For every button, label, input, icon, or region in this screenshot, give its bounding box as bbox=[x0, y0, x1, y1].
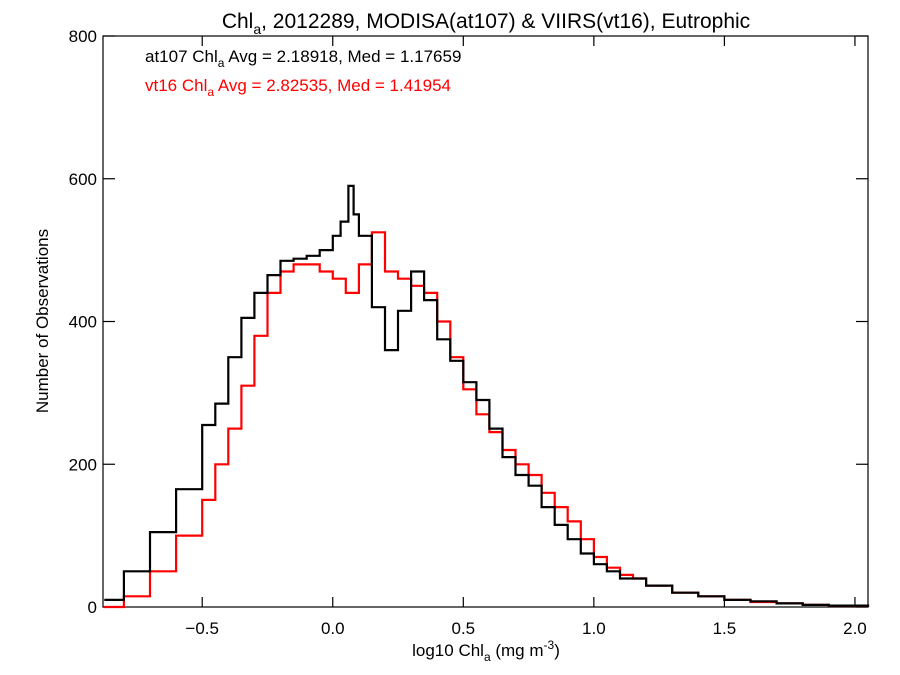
y-tick-label: 400 bbox=[69, 313, 97, 332]
y-tick-label: 600 bbox=[69, 170, 97, 189]
series-line-vt16 bbox=[104, 231, 870, 609]
x-tick-label: 1.5 bbox=[713, 619, 737, 638]
x-axis-label: log10 Chla (mg m-3) bbox=[412, 638, 560, 664]
y-tick-label: 0 bbox=[88, 598, 97, 617]
series-line-at107 bbox=[104, 184, 870, 607]
y-axis: 0 200 400 600 800 bbox=[69, 27, 868, 617]
annotation-vt16: vt16 Chla Avg = 2.82535, Med = 1.41954 bbox=[145, 76, 451, 99]
series-layer bbox=[104, 184, 870, 609]
y-tick-label: 200 bbox=[69, 455, 97, 474]
x-tick-label: 0.0 bbox=[321, 619, 345, 638]
annotation-at107: at107 Chla Avg = 2.18918, Med = 1.17659 bbox=[145, 47, 461, 70]
x-tick-label: 2.0 bbox=[843, 619, 867, 638]
chart-title: Chla, 2012289, MODISA(at107) & VIIRS(vt1… bbox=[222, 10, 750, 37]
x-tick-label: 0.5 bbox=[451, 619, 475, 638]
plot-frame bbox=[102, 35, 869, 608]
x-tick-label: 1.0 bbox=[582, 619, 606, 638]
y-tick-label: 800 bbox=[69, 27, 97, 46]
y-axis-label: Number of Observations bbox=[33, 229, 52, 413]
x-tick-label: −0.5 bbox=[185, 619, 219, 638]
x-axis: −0.5 0.0 0.5 1.0 1.5 2.0 bbox=[185, 36, 867, 638]
